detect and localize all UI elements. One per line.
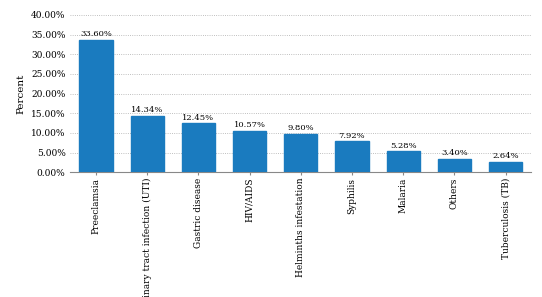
Bar bbox=[284, 134, 318, 172]
Bar bbox=[233, 131, 266, 172]
Text: 5.28%: 5.28% bbox=[390, 142, 416, 150]
Text: 12.45%: 12.45% bbox=[182, 114, 215, 122]
Text: 33.60%: 33.60% bbox=[80, 31, 112, 39]
Bar bbox=[386, 151, 420, 172]
Text: 9.80%: 9.80% bbox=[287, 124, 314, 132]
Text: 7.92%: 7.92% bbox=[339, 132, 365, 140]
Bar bbox=[335, 141, 369, 172]
Bar bbox=[131, 116, 164, 172]
Bar bbox=[80, 40, 113, 172]
Text: 2.64%: 2.64% bbox=[492, 152, 519, 160]
Text: 10.57%: 10.57% bbox=[234, 121, 266, 129]
Bar bbox=[438, 159, 471, 172]
Y-axis label: Percent: Percent bbox=[16, 73, 25, 114]
Bar bbox=[489, 162, 522, 172]
Bar bbox=[182, 123, 215, 172]
Text: 14.34%: 14.34% bbox=[131, 106, 164, 114]
Text: 3.40%: 3.40% bbox=[441, 149, 468, 157]
